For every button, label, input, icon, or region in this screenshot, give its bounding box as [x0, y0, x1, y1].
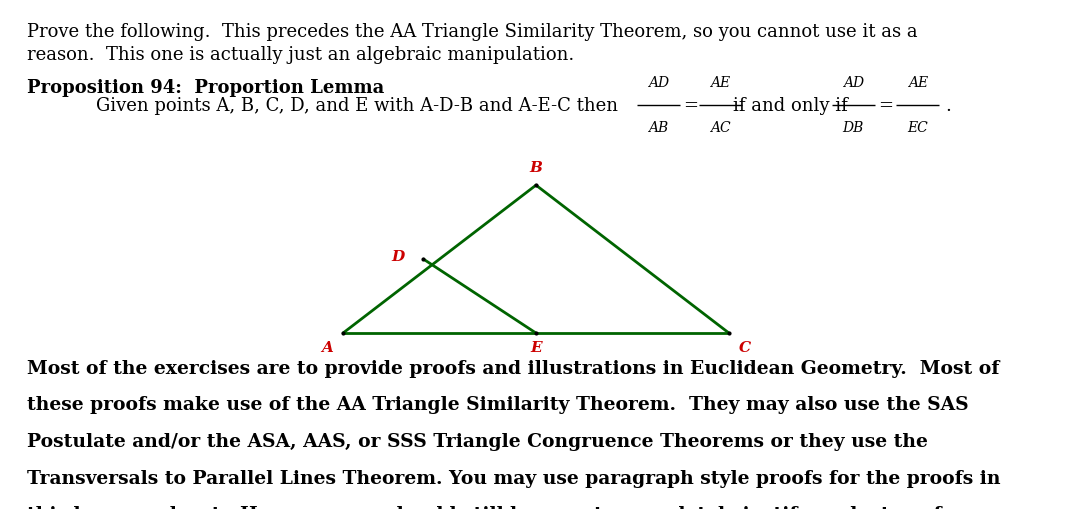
Text: these proofs make use of the AA Triangle Similarity Theorem.  They may also use : these proofs make use of the AA Triangle…: [27, 395, 968, 413]
Text: if and only if: if and only if: [732, 96, 848, 115]
Text: =: =: [683, 96, 698, 115]
Text: EC: EC: [907, 121, 928, 134]
Text: DB: DB: [843, 121, 864, 134]
Text: B: B: [530, 161, 542, 175]
Text: AE: AE: [908, 76, 927, 90]
Text: AD: AD: [843, 76, 864, 90]
Text: AB: AB: [649, 121, 668, 134]
Text: Transversals to Parallel Lines Theorem. You may use paragraph style proofs for t: Transversals to Parallel Lines Theorem. …: [27, 469, 1000, 487]
Text: E: E: [531, 341, 541, 355]
Text: AE: AE: [711, 76, 730, 90]
Text: =: =: [878, 96, 893, 115]
Text: Postulate and/or the ASA, AAS, or SSS Triangle Congruence Theorems or they use t: Postulate and/or the ASA, AAS, or SSS Tr…: [27, 432, 927, 450]
Text: C: C: [739, 341, 750, 355]
Text: AD: AD: [647, 76, 669, 90]
Text: Most of the exercises are to provide proofs and illustrations in Euclidean Geome: Most of the exercises are to provide pro…: [27, 359, 999, 377]
Text: A: A: [322, 341, 333, 355]
Text: .: .: [946, 96, 951, 115]
Text: reason.  This one is actually just an algebraic manipulation.: reason. This one is actually just an alg…: [27, 46, 574, 64]
Text: Prove the following.  This precedes the AA Triangle Similarity Theorem, so you c: Prove the following. This precedes the A…: [27, 23, 918, 41]
Text: AC: AC: [710, 121, 731, 134]
Text: D: D: [391, 250, 404, 264]
Text: Given points A, B, C, D, and E with A-D-B and A-E-C then: Given points A, B, C, D, and E with A-D-…: [96, 96, 619, 115]
Text: Proposition 94:  Proportion Lemma: Proposition 94: Proportion Lemma: [27, 79, 384, 97]
Text: this homework set.  However, you should still be sure to completely justify each: this homework set. However, you should s…: [27, 505, 995, 509]
